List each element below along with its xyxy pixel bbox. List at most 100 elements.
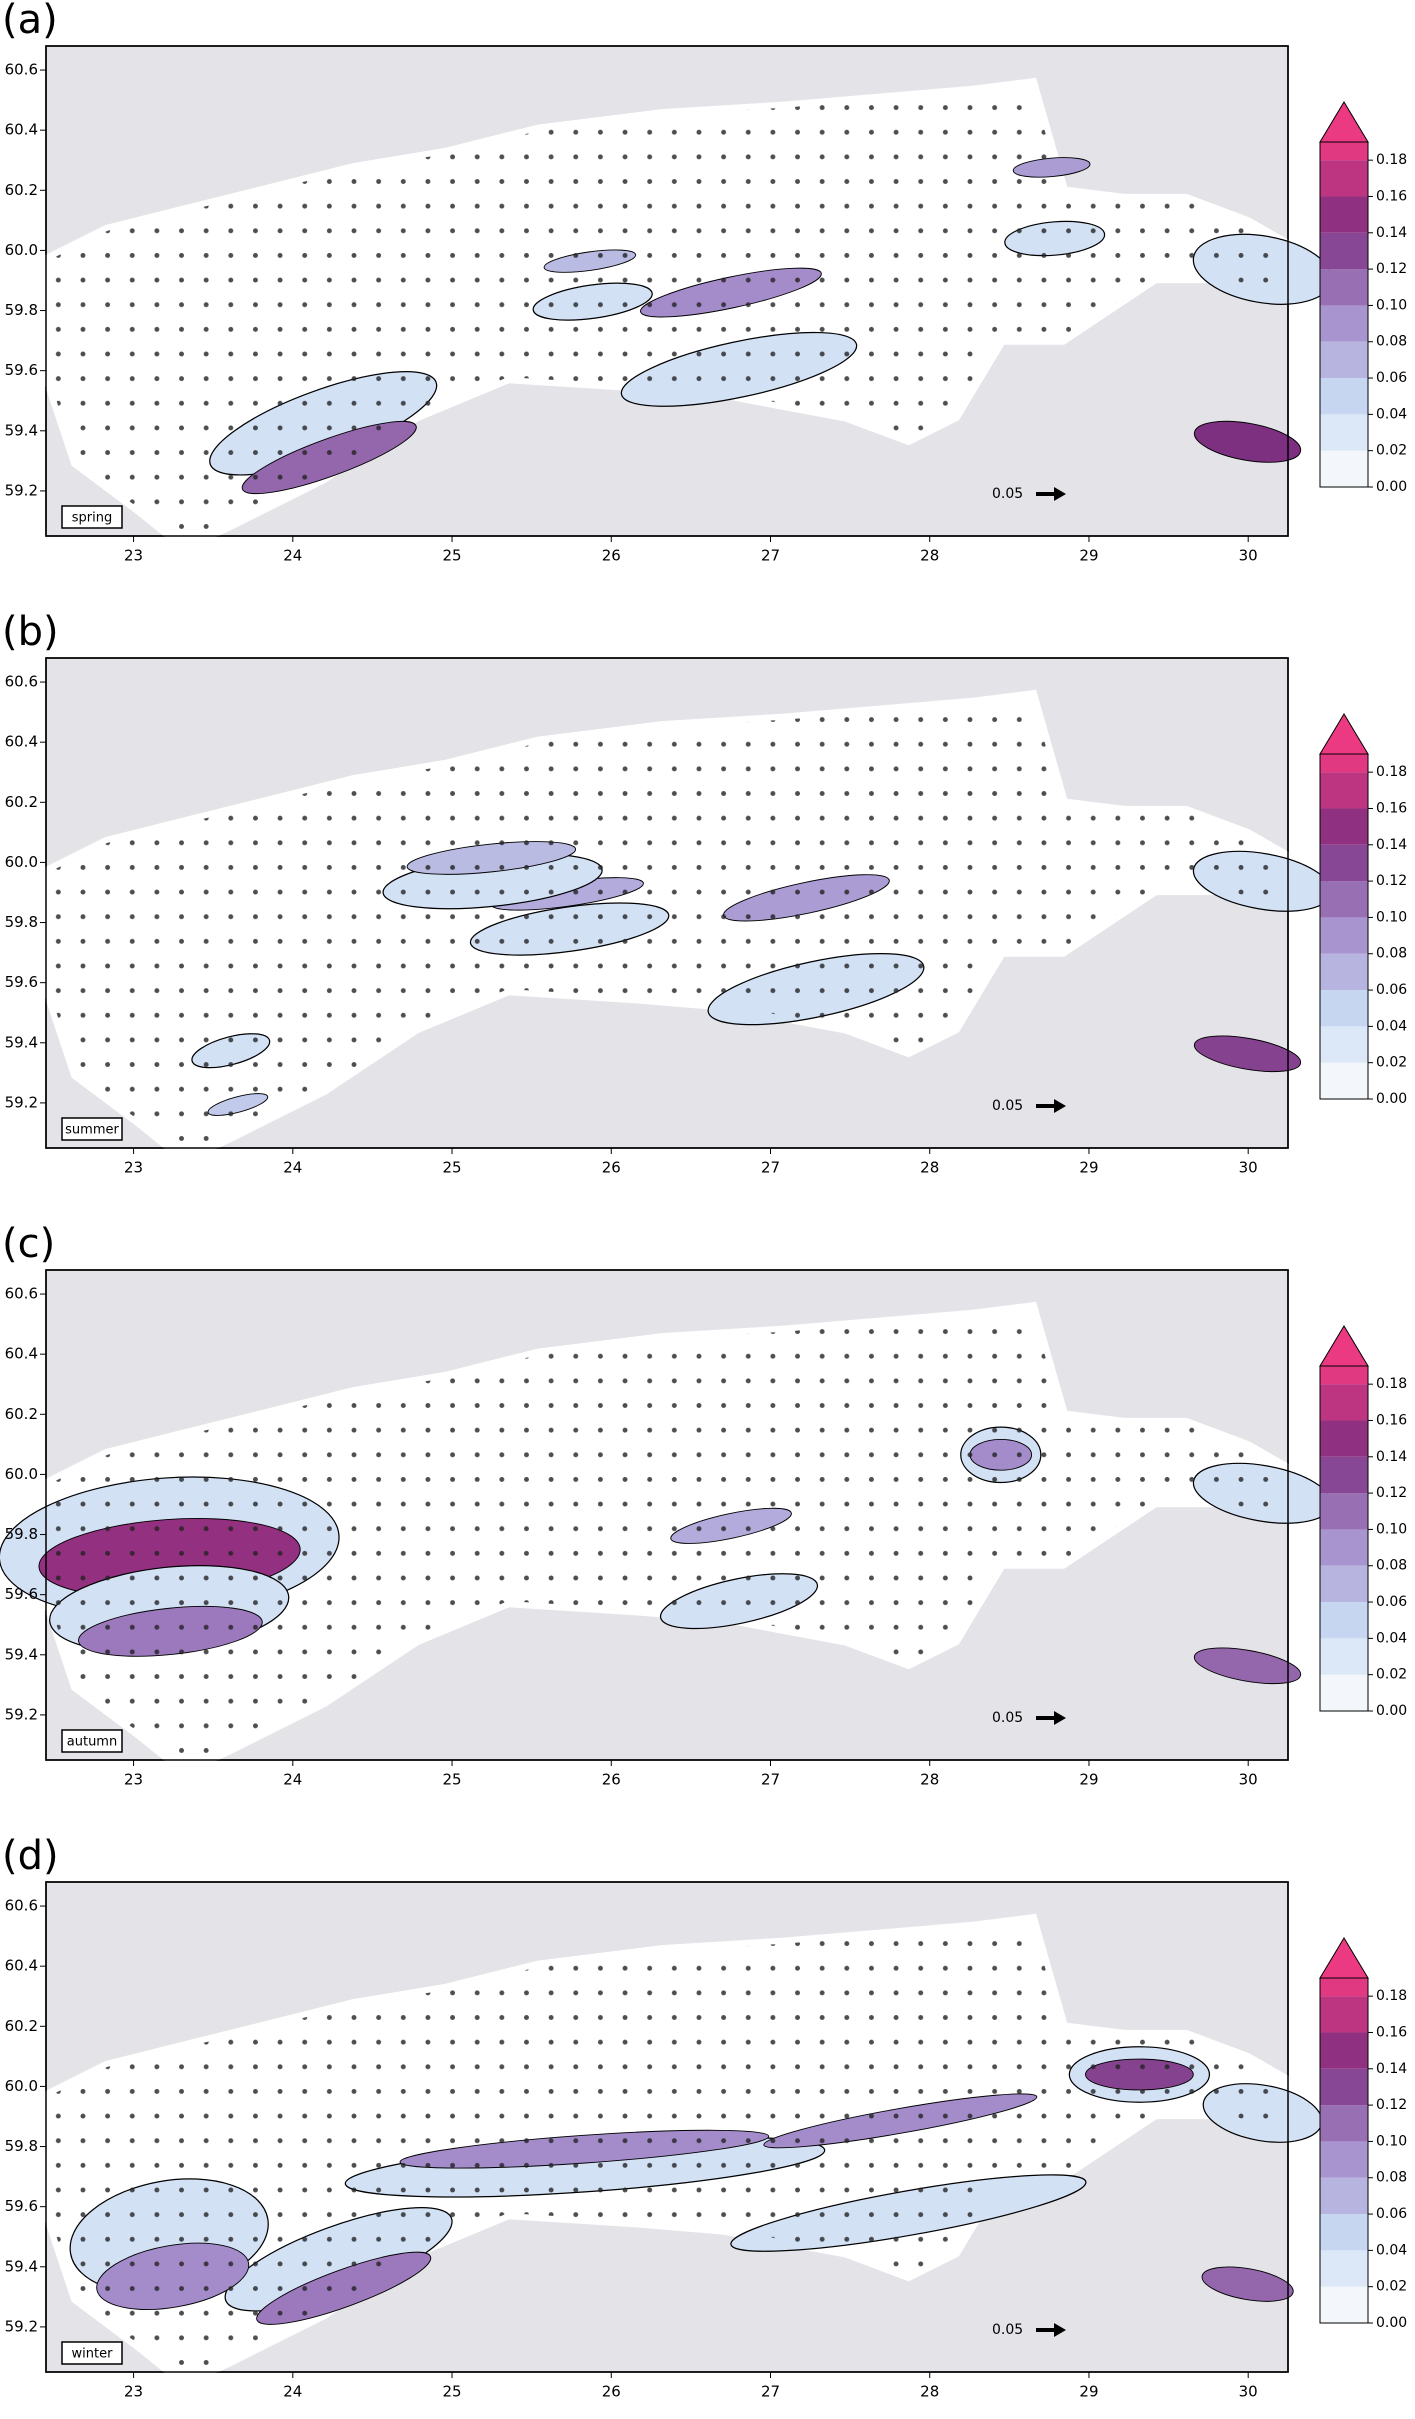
sea — [0, 1309, 1333, 1769]
y-tick-label: 60.6 — [5, 61, 38, 79]
x-tick-label: 25 — [442, 547, 461, 565]
colorbar-band — [1320, 1529, 1368, 1566]
x-tick-label: 23 — [124, 547, 143, 565]
y-tick-label: 60.0 — [5, 853, 38, 871]
y-tick-label: 60.4 — [5, 733, 38, 751]
colorbar-band — [1320, 1366, 1368, 1385]
panel-label: (a) — [2, 0, 58, 43]
current-core — [1193, 1647, 1302, 1685]
colorbar-band — [1320, 2068, 1368, 2106]
colorbar-band — [1320, 917, 1368, 954]
reference-arrow-head — [1054, 1099, 1066, 1113]
y-tick-label: 60.6 — [5, 1897, 38, 1915]
colorbar-tick-label: 0.06 — [1376, 1594, 1407, 1610]
colorbar-band — [1320, 341, 1368, 379]
colorbar-tick-label: 0.06 — [1376, 370, 1407, 386]
colorbar-band — [1320, 1062, 1368, 1099]
y-tick-label: 60.0 — [5, 1465, 38, 1483]
y-tick-label: 59.4 — [5, 421, 38, 439]
colorbar-tick-label: 0.12 — [1376, 2097, 1407, 2113]
colorbar-frame — [1319, 1977, 1369, 2324]
x-tick-label: 29 — [1079, 1771, 1098, 1789]
colorbar-tick-label: 0.00 — [1376, 1703, 1407, 1719]
x-tick-label: 27 — [761, 1771, 780, 1789]
reference-arrow-head — [1054, 2323, 1066, 2337]
x-tick-label: 25 — [442, 1159, 461, 1177]
season-box — [61, 1117, 123, 1141]
x-tick-label: 24 — [283, 547, 302, 565]
y-tick-label: 60.2 — [5, 2017, 38, 2035]
y-tick-label: 60.2 — [5, 1405, 38, 1423]
colorbar-frame — [1319, 1365, 1369, 1712]
x-tick-label: 27 — [761, 2383, 780, 2401]
reference-arrow-label: 0.05 — [992, 486, 1023, 502]
colorbar-tick-label: 0.10 — [1376, 1521, 1407, 1537]
colorbar-band — [1320, 2177, 1368, 2215]
colorbar-band — [1320, 2032, 1368, 2069]
colorbar-tick-label: 0.14 — [1376, 225, 1407, 241]
colorbar-band — [1320, 269, 1368, 306]
reference-arrow-label: 0.05 — [992, 1098, 1023, 1114]
y-tick-label: 59.2 — [5, 1705, 38, 1723]
x-tick-label: 29 — [1079, 547, 1098, 565]
season-label: spring — [72, 511, 112, 526]
colorbar-tick-label: 0.02 — [1376, 1667, 1407, 1683]
colorbar-tick-label: 0.10 — [1376, 297, 1407, 313]
colorbar-band — [1320, 1602, 1368, 1639]
x-tick-label: 29 — [1079, 2383, 1098, 2401]
colorbar-tick-label: 0.06 — [1376, 2206, 1407, 2222]
panel-label: (d) — [2, 1833, 59, 1879]
current-core — [1201, 2266, 1294, 2302]
x-tick-label: 26 — [602, 1159, 621, 1177]
colorbar-band — [1320, 2286, 1368, 2323]
x-tick-label: 29 — [1079, 1159, 1098, 1177]
y-tick-label: 60.0 — [5, 241, 38, 259]
y-tick-label: 60.4 — [5, 1957, 38, 1975]
x-tick-label: 24 — [283, 2383, 302, 2401]
colorbar-tick-label: 0.04 — [1376, 406, 1407, 422]
colorbar-tick-label: 0.08 — [1376, 334, 1407, 350]
x-tick-label: 26 — [602, 1771, 621, 1789]
season-label: winter — [72, 2347, 114, 2362]
colorbar-tick-label: 0.18 — [1376, 1988, 1407, 2004]
y-tick-label: 60.4 — [5, 121, 38, 139]
colorbar-tick-label: 0.02 — [1376, 443, 1407, 459]
colorbar-band — [1320, 2105, 1368, 2142]
y-tick-label: 59.8 — [5, 1525, 38, 1543]
sea — [46, 697, 1333, 1157]
x-tick-label: 30 — [1239, 1771, 1258, 1789]
colorbar-band — [1320, 881, 1368, 918]
colorbar-extend — [1319, 713, 1369, 755]
colorbar-band — [1320, 142, 1368, 161]
x-tick-label: 28 — [920, 1159, 939, 1177]
x-tick-label: 26 — [602, 2383, 621, 2401]
colorbar-tick-label: 0.08 — [1376, 946, 1407, 962]
panel: (d) 23 24 25 26 27 28 29 30 59.2 59.4 59.6 59.8 60.0 6… — [2, 1833, 1407, 2401]
colorbar-tick-label: 0.18 — [1376, 152, 1407, 168]
colorbar-tick-label: 0.08 — [1376, 2170, 1407, 2186]
x-tick-label: 23 — [124, 1159, 143, 1177]
colorbar-band — [1320, 2250, 1368, 2287]
colorbar-tick-label: 0.04 — [1376, 1018, 1407, 1034]
map-frame — [45, 45, 1289, 537]
colorbar-tick-label: 0.00 — [1376, 2315, 1407, 2331]
x-tick-label: 30 — [1239, 2383, 1258, 2401]
colorbar-frame — [1319, 753, 1369, 1100]
colorbar-band — [1320, 232, 1368, 270]
colorbar-band — [1320, 1996, 1368, 2033]
y-tick-label: 60.2 — [5, 181, 38, 199]
colorbar-tick-label: 0.04 — [1376, 2242, 1407, 2258]
colorbar-tick-label: 0.06 — [1376, 982, 1407, 998]
colorbar-tick-label: 0.18 — [1376, 764, 1407, 780]
season-box — [61, 2341, 123, 2365]
colorbar-band — [1320, 1638, 1368, 1675]
colorbar-tick-label: 0.10 — [1376, 909, 1407, 925]
colorbar-tick-label: 0.16 — [1376, 800, 1407, 816]
panel: (a) 23 24 25 26 27 28 29 30 59.2 59.4 59.6 59.8 60.0 6… — [2, 0, 1407, 565]
sea — [46, 1921, 1323, 2381]
colorbar-band — [1320, 1565, 1368, 1603]
x-tick-label: 28 — [920, 547, 939, 565]
y-tick-label: 60.6 — [5, 1285, 38, 1303]
colorbar-tick-label: 0.14 — [1376, 837, 1407, 853]
y-tick-label: 59.2 — [5, 2317, 38, 2335]
